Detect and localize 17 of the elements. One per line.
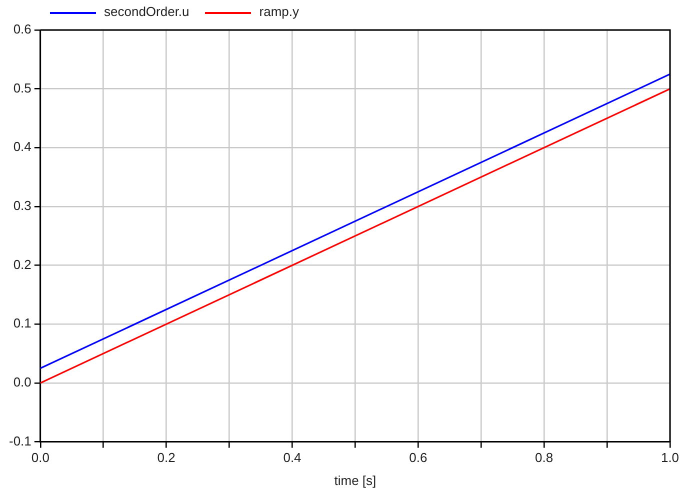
x-tick-label: 1.0 — [660, 450, 680, 466]
legend-label: ramp.y — [258, 4, 300, 19]
y-tick-label: 0.1 — [13, 316, 32, 331]
y-tick-label: 0.5 — [13, 80, 32, 96]
y-tick-label: 0.3 — [13, 198, 32, 214]
x-tick-label: 0.6 — [409, 450, 428, 466]
legend-label: secondOrder.u — [103, 4, 190, 19]
y-tick-label: -0.1 — [8, 433, 32, 448]
y-tick-label: 0.2 — [13, 256, 32, 272]
x-axis-title: time [s] — [334, 472, 376, 488]
y-tick-label: 0.6 — [13, 22, 32, 37]
x-tick-label: 0.2 — [157, 450, 176, 466]
x-tick-label: 0.0 — [31, 450, 50, 466]
y-tick-label: 0.4 — [13, 139, 32, 154]
x-tick-label: 0.8 — [535, 450, 554, 466]
y-tick-label: 0.0 — [13, 374, 32, 390]
x-tick-label: 0.4 — [283, 450, 302, 466]
